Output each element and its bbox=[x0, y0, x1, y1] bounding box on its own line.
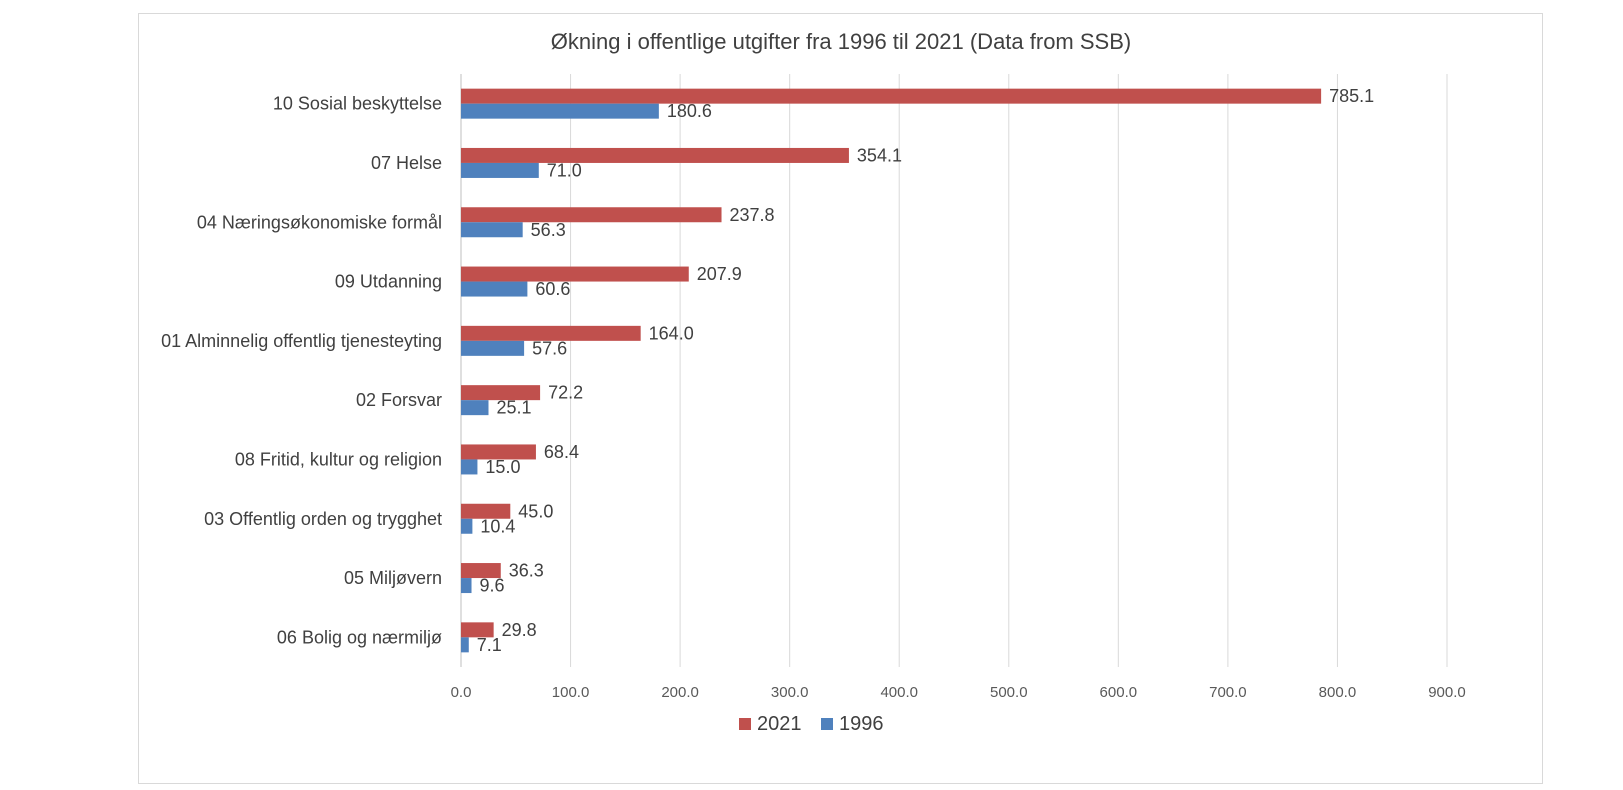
x-tick-label: 100.0 bbox=[552, 684, 590, 701]
category-label: 01 Alminnelig offentlig tjenesteyting bbox=[161, 331, 442, 351]
data-label-1996: 25.1 bbox=[496, 398, 531, 418]
x-tick-label: 900.0 bbox=[1428, 684, 1466, 701]
legend: 2021 1996 bbox=[739, 713, 884, 735]
data-label-2021: 29.8 bbox=[502, 620, 537, 640]
bar-1996 bbox=[461, 518, 473, 534]
data-label-1996: 56.3 bbox=[531, 220, 566, 240]
data-label-1996: 180.6 bbox=[667, 101, 712, 121]
x-tick-label: 0.0 bbox=[451, 684, 472, 701]
bar-2021 bbox=[461, 207, 722, 223]
x-tick-label: 700.0 bbox=[1209, 684, 1247, 701]
data-label-1996: 15.0 bbox=[485, 457, 520, 477]
data-label-1996: 7.1 bbox=[477, 635, 502, 655]
category-label: 02 Forsvar bbox=[356, 390, 442, 410]
category-label: 05 Miljøvern bbox=[344, 568, 442, 588]
data-label-1996: 60.6 bbox=[535, 279, 570, 299]
category-label: 06 Bolig og nærmiljø bbox=[277, 627, 442, 647]
bars-group: 785.1 180.6 354.1 71.0 237.8 56.3 207.9 60.6 164… bbox=[461, 86, 1374, 655]
data-label-2021: 207.9 bbox=[697, 264, 742, 284]
bar-1996 bbox=[461, 637, 469, 653]
bar-1996 bbox=[461, 222, 523, 238]
data-label-2021: 68.4 bbox=[544, 442, 579, 462]
x-axis: 0.0 100.0 200.0 300.0 400.0 500.0 600.0 700.0 80… bbox=[451, 74, 1466, 701]
bar-2021 bbox=[461, 503, 511, 519]
legend-label-2021: 2021 bbox=[757, 713, 802, 735]
bar-2021 bbox=[461, 325, 641, 341]
data-label-2021: 36.3 bbox=[509, 561, 544, 581]
data-label-2021: 785.1 bbox=[1329, 86, 1374, 106]
bar-1996 bbox=[461, 340, 525, 356]
data-label-2021: 72.2 bbox=[548, 383, 583, 403]
legend-swatch-2021 bbox=[739, 718, 751, 730]
data-label-2021: 354.1 bbox=[857, 145, 902, 165]
bar-1996 bbox=[461, 578, 472, 594]
bar-1996 bbox=[461, 459, 478, 475]
bar-2021 bbox=[461, 385, 541, 401]
bar-1996 bbox=[461, 400, 489, 416]
bar-2021 bbox=[461, 88, 1322, 104]
bar-1996 bbox=[461, 162, 539, 178]
bar-2021 bbox=[461, 444, 536, 460]
bar-2021 bbox=[461, 266, 689, 282]
data-label-1996: 10.4 bbox=[480, 516, 515, 536]
data-label-1996: 71.0 bbox=[547, 160, 582, 180]
data-label-1996: 9.6 bbox=[480, 576, 505, 596]
category-labels: 10 Sosial beskyttelse 07 Helse 04 Næringsø… bbox=[161, 94, 442, 648]
x-tick-label: 400.0 bbox=[880, 684, 918, 701]
bar-chart: Økning i offentlige utgifter fra 1996 ti… bbox=[161, 29, 1466, 735]
legend-label-1996: 1996 bbox=[839, 713, 884, 735]
category-label: 07 Helse bbox=[371, 153, 442, 173]
bar-1996 bbox=[461, 103, 659, 119]
x-tick-label: 600.0 bbox=[1100, 684, 1138, 701]
x-tick-label: 300.0 bbox=[771, 684, 809, 701]
bar-2021 bbox=[461, 147, 849, 163]
x-tick-label: 800.0 bbox=[1319, 684, 1357, 701]
category-label: 09 Utdanning bbox=[335, 272, 442, 292]
bar-2021 bbox=[461, 563, 501, 579]
gridlines bbox=[460, 74, 1448, 667]
category-label: 04 Næringsøkonomiske formål bbox=[197, 212, 442, 232]
data-label-2021: 164.0 bbox=[649, 323, 694, 343]
data-label-2021: 45.0 bbox=[518, 501, 553, 521]
legend-swatch-1996 bbox=[821, 718, 833, 730]
category-label: 10 Sosial beskyttelse bbox=[273, 94, 442, 114]
bar-2021 bbox=[461, 622, 494, 638]
x-tick-label: 200.0 bbox=[661, 684, 699, 701]
category-label: 08 Fritid, kultur og religion bbox=[235, 449, 442, 469]
data-label-1996: 57.6 bbox=[532, 338, 567, 358]
chart-title: Økning i offentlige utgifter fra 1996 ti… bbox=[551, 29, 1131, 54]
bar-1996 bbox=[461, 281, 528, 297]
x-tick-label: 500.0 bbox=[990, 684, 1028, 701]
data-label-2021: 237.8 bbox=[730, 205, 775, 225]
chart-area: Økning i offentlige utgifter fra 1996 ti… bbox=[138, 13, 1543, 784]
category-label: 03 Offentlig orden og trygghet bbox=[204, 509, 442, 529]
